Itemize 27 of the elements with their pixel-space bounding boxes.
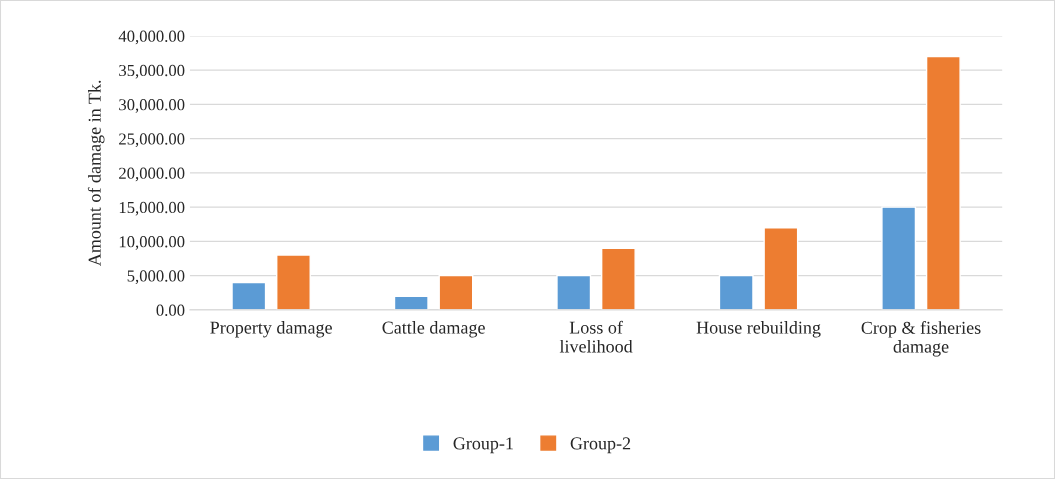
x-tick-label: Loss of livelihood — [559, 320, 633, 353]
y-tick-label: 25,000.00 — [119, 133, 185, 148]
bar — [393, 295, 429, 310]
bar — [276, 254, 311, 310]
bar — [925, 55, 961, 310]
y-axis-title: Amount of damage in Tk. — [87, 80, 105, 267]
y-tick-label: 0.00 — [156, 304, 185, 316]
x-tick-label: House rebuilding — [696, 321, 821, 338]
x-tick-label: Property damage — [210, 321, 332, 338]
legend-label: Group-2 — [570, 437, 631, 454]
bar — [556, 274, 592, 310]
x-tick-label: Cattle damage — [382, 321, 485, 338]
bar — [718, 274, 754, 310]
y-tick-label: 40,000.00 — [118, 30, 185, 45]
y-tick-label: 20,000.00 — [119, 167, 185, 182]
bar — [881, 206, 917, 310]
x-tick-label: Crop & fisheries damage — [861, 321, 981, 357]
y-tick-label: 5,000.00 — [127, 270, 185, 285]
y-tick-label: 30,000.00 — [119, 99, 185, 113]
y-tick-label: 15,000.00 — [119, 201, 185, 216]
bar — [438, 274, 474, 310]
bar — [763, 227, 799, 310]
y-tick-label: 10,000.00 — [119, 236, 185, 250]
legend-label: Group-1 — [453, 437, 513, 454]
y-tick-label: 35,000.00 — [119, 64, 185, 79]
bar — [231, 281, 267, 310]
bar — [600, 247, 636, 310]
